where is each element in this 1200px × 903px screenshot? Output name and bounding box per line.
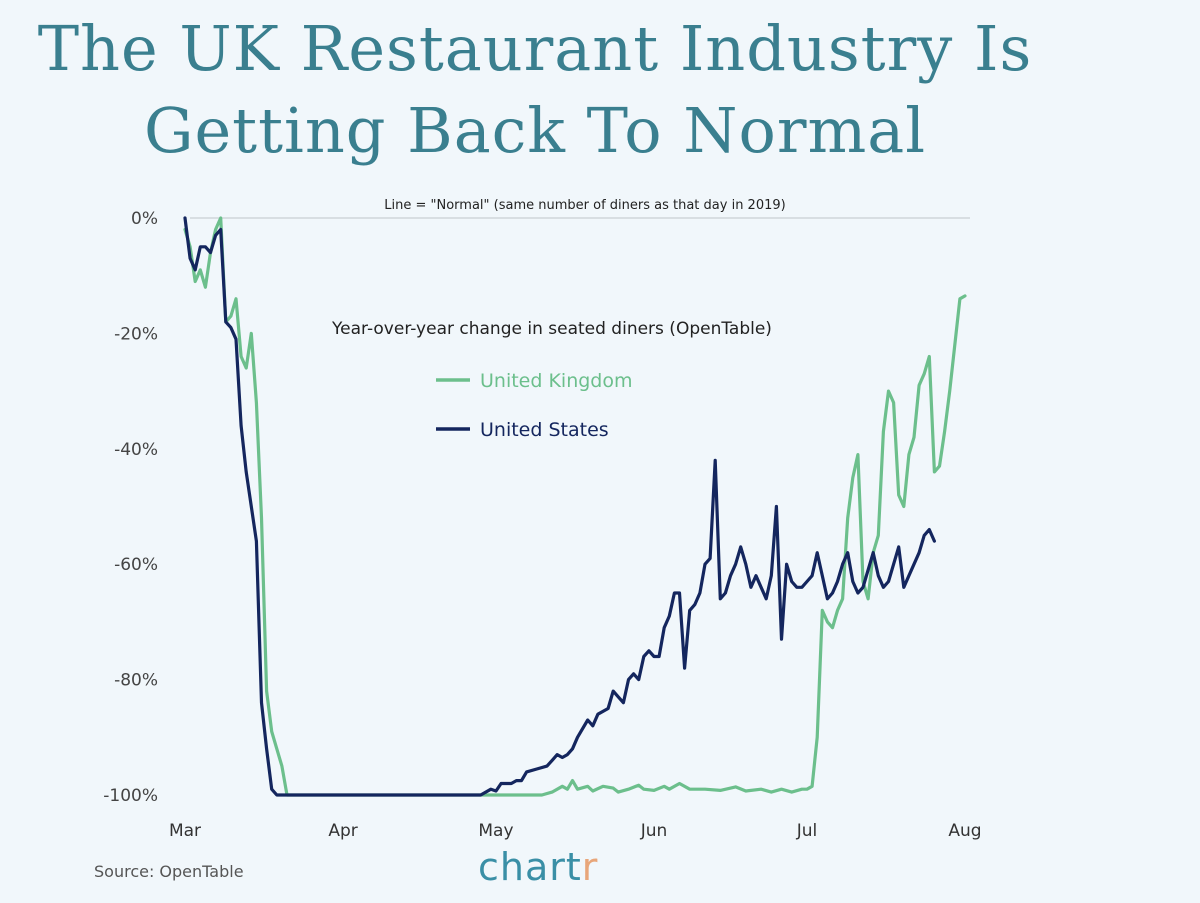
- x-axis: Mar Apr May Jun Jul Aug: [169, 821, 982, 841]
- x-tick-label: Aug: [948, 821, 981, 841]
- legend: United Kingdom United States: [436, 370, 633, 441]
- brand-text: chart: [478, 845, 582, 889]
- normal-line-annotation: Line = "Normal" (same number of diners a…: [384, 198, 785, 213]
- x-tick-label: Jul: [796, 821, 818, 841]
- title-line-1: The UK Restaurant Industry Is: [37, 12, 1033, 85]
- x-tick-label: Mar: [169, 821, 201, 841]
- y-tick-label: -20%: [114, 324, 158, 344]
- y-tick-label: -40%: [114, 440, 158, 460]
- legend-label-united-states: United States: [480, 419, 609, 441]
- title-line-2: Getting Back To Normal: [143, 94, 927, 167]
- chart-subtitle: Year-over-year change in seated diners (…: [331, 319, 772, 339]
- brand-accent: r: [581, 845, 599, 889]
- brand-logo: chartr: [478, 845, 598, 889]
- series-group: [183, 216, 967, 797]
- x-tick-label: Apr: [328, 821, 357, 841]
- y-tick-label: 0%: [131, 209, 158, 229]
- series-line-united-states: [183, 216, 936, 797]
- source-note: Source: OpenTable: [94, 862, 244, 881]
- x-tick-label: Jun: [640, 821, 668, 841]
- y-axis: 0% -20% -40% -60% -80% -100%: [103, 209, 158, 806]
- y-tick-label: -100%: [103, 786, 158, 806]
- y-tick-label: -60%: [114, 555, 158, 575]
- y-tick-label: -80%: [114, 671, 158, 691]
- series-line-united-kingdom: [183, 216, 967, 797]
- legend-label-united-kingdom: United Kingdom: [480, 370, 633, 392]
- chart-title: The UK Restaurant Industry Is Getting Ba…: [0, 8, 1070, 172]
- x-tick-label: May: [478, 821, 513, 841]
